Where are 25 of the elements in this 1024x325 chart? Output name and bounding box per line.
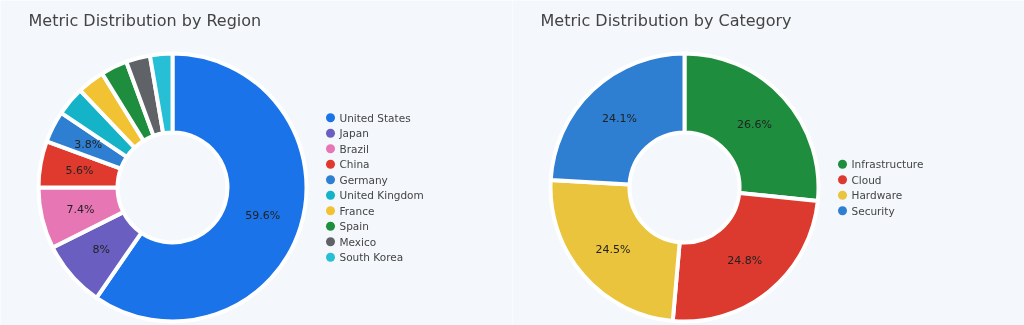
legend-label: Spain (339, 220, 369, 233)
data-label: 26.6% (737, 117, 773, 131)
chart-title: Metric Distribution by Category (540, 11, 792, 30)
legend-label: United Kingdom (339, 189, 424, 202)
legend-label: United States (339, 111, 411, 124)
data-label: 24.1% (602, 112, 638, 126)
data-label: 8% (92, 243, 110, 257)
data-label: 3.8% (74, 138, 103, 152)
legend-label: France (339, 204, 375, 217)
data-label: 24.5% (595, 242, 631, 256)
data-label: 59.6% (245, 209, 281, 223)
data-label: 7.4% (66, 202, 95, 216)
legend-label: Mexico (339, 235, 377, 248)
data-label: 5.6% (65, 164, 94, 178)
legend-label: Japan (338, 127, 369, 140)
legend-label: Infrastructure (851, 158, 924, 171)
legend-label: China (339, 158, 370, 171)
legend-label: Hardware (851, 189, 903, 202)
legend-label: South Korea (339, 251, 404, 264)
legend-label: Security (851, 204, 895, 217)
legend-label: Germany (339, 173, 388, 186)
legend-label: Brazil (339, 142, 369, 155)
legend-label: Cloud (851, 173, 882, 186)
chart-title: Metric Distribution by Region (28, 11, 262, 30)
data-label: 24.8% (727, 253, 763, 267)
